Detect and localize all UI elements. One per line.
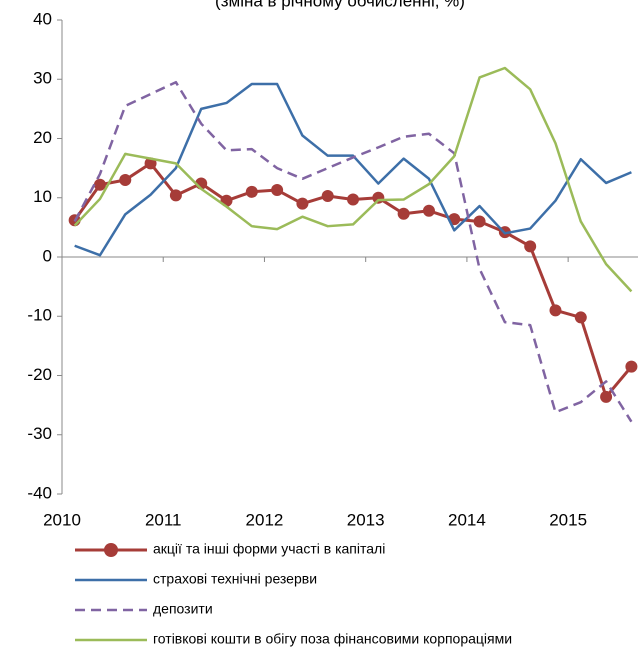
point (245, 185, 258, 198)
point (397, 207, 410, 220)
point (321, 189, 334, 202)
legend-label: страхові технічні резерви (153, 571, 317, 587)
legend-label: депозити (153, 601, 213, 617)
point (119, 173, 132, 186)
y-tick-label: -10 (27, 306, 52, 325)
point (271, 184, 284, 197)
x-tick-label: 2012 (246, 510, 284, 529)
point (372, 191, 385, 204)
point (549, 304, 562, 317)
series-line (73, 80, 633, 423)
point (169, 189, 182, 202)
x-tick-label: 2011 (145, 510, 182, 529)
point (296, 197, 309, 210)
point (524, 240, 537, 253)
point (625, 360, 638, 373)
y-tick-label: -20 (27, 365, 52, 384)
y-tick-label: 10 (33, 187, 52, 206)
legend-label: готівкові кошти в обігу поза фінансовими… (153, 631, 512, 647)
y-tick-label: -40 (27, 483, 52, 502)
point (422, 204, 435, 217)
x-tick-label: 2014 (448, 510, 486, 529)
point (600, 390, 613, 403)
legend-label: акції та інші форми участі в капіталі (153, 541, 385, 557)
point (574, 311, 587, 324)
legend-marker (104, 543, 118, 557)
y-tick-label: 20 (33, 128, 52, 147)
y-tick-label: -30 (27, 424, 52, 443)
y-tick-label: 30 (33, 69, 52, 88)
chart-title: (зміна в річному обчисленні, %) (215, 0, 465, 10)
x-tick-label: 2013 (347, 510, 385, 529)
series-line (73, 66, 633, 293)
y-tick-label: 0 (43, 246, 52, 265)
point (347, 193, 360, 206)
x-tick-label: 2015 (549, 510, 587, 529)
point (473, 215, 486, 228)
x-tick-label: 2010 (43, 510, 81, 529)
series-line (74, 82, 632, 257)
y-tick-label: 40 (33, 9, 52, 28)
point (93, 178, 106, 191)
